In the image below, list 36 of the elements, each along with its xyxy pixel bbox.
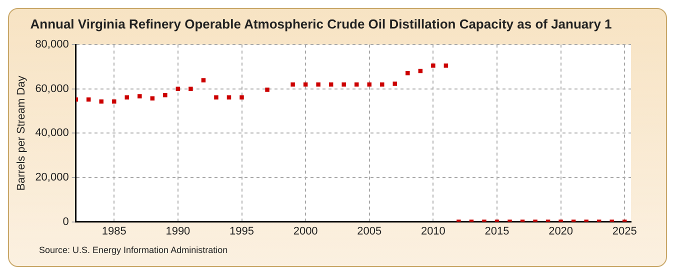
point (188, 86, 193, 92)
y-tick-label: 20,000 (35, 172, 69, 184)
point (444, 64, 448, 68)
point (431, 64, 436, 68)
x-tick-label: 1995 (230, 225, 254, 238)
point (226, 95, 232, 100)
point (290, 82, 295, 87)
point (316, 82, 320, 87)
point (163, 92, 168, 98)
point (124, 95, 130, 100)
y-tick-label: 80,000 (35, 38, 69, 51)
point (406, 71, 410, 76)
source-note: Source: U.S. Energy Information Administration (39, 245, 229, 255)
point (214, 95, 218, 100)
y-tick-label: 0 (62, 216, 69, 228)
point (201, 78, 206, 82)
y-tick-label: 60,000 (35, 82, 69, 95)
x-tick-label: 1990 (166, 225, 190, 238)
point (112, 99, 116, 104)
y-tick-label: 40,000 (35, 127, 69, 140)
y-axis-title: Barrels per Stream Day (16, 75, 28, 191)
x-tick-label: 1985 (102, 225, 126, 238)
x-tick-label: 2015 (484, 225, 510, 238)
point (99, 99, 104, 104)
chart-title: Annual Virginia Refinery Operable Atmospheric Crude Oil Distillation Capacity as of January 1 (30, 16, 612, 32)
x-tick-label: 2010 (420, 225, 446, 238)
x-tick-label: 2020 (548, 225, 574, 238)
x-tick-label: 2000 (293, 225, 318, 238)
x-tick-label: 2025 (612, 225, 637, 238)
point (342, 82, 346, 87)
point (265, 88, 270, 92)
x-tick-label: 2005 (357, 225, 382, 238)
point (138, 94, 142, 98)
point (392, 82, 398, 86)
point (380, 82, 384, 87)
point (240, 95, 244, 100)
